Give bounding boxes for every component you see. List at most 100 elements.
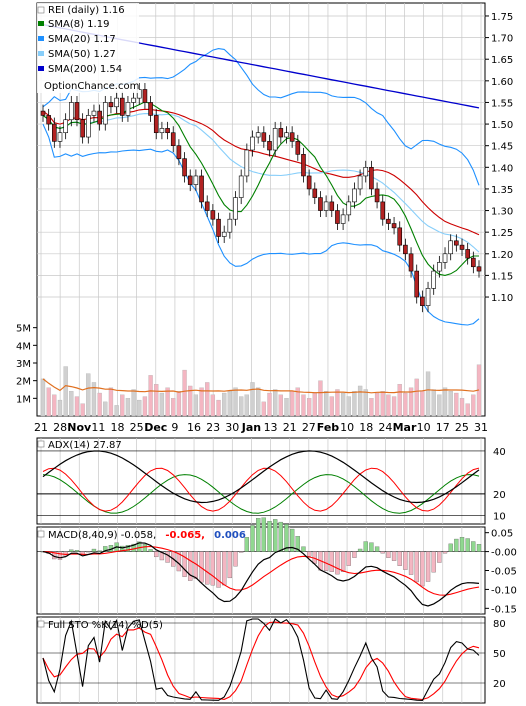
macd-hist-bar xyxy=(369,542,374,552)
candle-body xyxy=(352,188,357,203)
candle-body xyxy=(187,175,193,185)
volume-bar xyxy=(459,398,465,417)
candle-body xyxy=(199,175,204,203)
macd-hist-bar xyxy=(442,551,448,554)
candle-body xyxy=(63,119,68,134)
volume-bar xyxy=(142,396,148,417)
candle-body xyxy=(476,266,482,272)
volume-bar xyxy=(448,391,453,417)
stochastic-lines xyxy=(42,618,480,701)
price-tick-label: 1.20 xyxy=(491,250,513,261)
macd-hist-bar xyxy=(227,551,233,579)
volume-bar xyxy=(205,382,210,417)
macd-hist-bar xyxy=(57,551,63,560)
adx-tick-label: 10 xyxy=(493,511,506,522)
volume-bar xyxy=(80,403,85,417)
candle-body xyxy=(97,110,102,125)
candle-body xyxy=(357,175,363,190)
volume-bar xyxy=(403,392,408,417)
sma8-line xyxy=(42,101,479,276)
candle-body xyxy=(176,145,182,159)
volume-bar xyxy=(210,394,216,417)
candle-body xyxy=(437,262,442,272)
date-tick-label: 13 xyxy=(264,421,278,434)
candle-body xyxy=(431,270,437,289)
date-tick-label: 9 xyxy=(171,421,178,434)
volume-bar xyxy=(397,384,402,417)
plus-di-line xyxy=(42,467,480,512)
macd-hist-bar xyxy=(131,543,136,552)
candle-body xyxy=(250,136,255,151)
candle-body xyxy=(408,253,414,272)
volume-bar xyxy=(120,394,125,417)
legend-label-sma20: SMA(20) 1.17 xyxy=(48,34,116,45)
volume-bar xyxy=(108,387,114,417)
legend-swatch-sma8 xyxy=(38,21,44,26)
price-tick-label: 1.75 xyxy=(491,12,513,23)
adx-line xyxy=(42,450,480,504)
volume-bar xyxy=(284,398,289,417)
volume-bar xyxy=(182,369,187,417)
volume-bar xyxy=(97,392,102,417)
macd-hist-bar xyxy=(363,541,368,552)
candle-body xyxy=(148,102,153,116)
macd-hist-bar xyxy=(137,541,142,552)
volume-bar xyxy=(301,394,306,417)
macd-tick-label: -0.10 xyxy=(491,585,517,596)
candle-body xyxy=(233,197,238,220)
macd-hist-bar xyxy=(408,551,414,575)
candle-body xyxy=(465,249,470,259)
date-tick-label: Dec xyxy=(144,421,167,434)
legend-swatch-sma20 xyxy=(38,36,44,41)
macd-hist-bar xyxy=(216,551,221,588)
volume-bar xyxy=(188,385,193,417)
macd-hist-bar xyxy=(301,546,306,552)
candle-body xyxy=(301,154,306,177)
sto-legend: Full STO %K(14) %D(5) xyxy=(37,620,163,631)
macd-hist-bar xyxy=(471,541,476,552)
macd-value: MACD(8,40,9) -0.058, xyxy=(48,530,156,541)
macd-hist-bar xyxy=(420,551,425,587)
macd-hist-bar xyxy=(86,551,91,553)
volume-bar xyxy=(352,391,357,417)
volume-bar xyxy=(278,394,283,417)
price-tick-label: 1.35 xyxy=(491,185,513,196)
adx-legend: ADX(14) 27.87 xyxy=(37,440,122,451)
date-tick-label: 28 xyxy=(53,421,67,434)
date-tick-label: 24 xyxy=(378,421,392,434)
price-legend: REI (daily) 1.16 SMA(8) 1.19 SMA(20) 1.1… xyxy=(37,3,139,93)
candle-body xyxy=(278,128,284,138)
candle-body xyxy=(114,97,119,108)
volume-bar xyxy=(154,384,159,417)
volume-bar xyxy=(125,398,131,417)
legend-label-rei: REI (daily) 1.16 xyxy=(48,5,125,16)
price-candles xyxy=(40,82,482,313)
macd-hist-bar xyxy=(74,550,80,552)
pane-frame-adx xyxy=(36,437,486,525)
volume-bar xyxy=(318,380,323,417)
macd-hist-bar xyxy=(403,551,408,570)
price-axis-ticks: 1.10 1.15 1.20 1.25 1.30 1.35 1.40 1.45 1.50 1.55… xyxy=(485,12,513,304)
candle-body xyxy=(244,149,250,177)
watermark: OptionChance.com xyxy=(44,81,139,92)
legend-swatch-sma50 xyxy=(38,51,44,56)
volume-bar xyxy=(437,394,442,417)
candle-body xyxy=(403,244,408,255)
candle-body xyxy=(74,102,80,121)
volume-tick-label: 2M xyxy=(16,377,31,388)
volume-bar xyxy=(171,398,176,417)
price-tick-label: 1.60 xyxy=(491,77,513,88)
candle-body xyxy=(448,240,453,255)
macd-hist-bar xyxy=(273,519,278,552)
macd-line xyxy=(42,542,480,607)
candle-body xyxy=(312,188,318,198)
volume-average-line xyxy=(42,378,480,394)
macd-hist-bar xyxy=(233,551,238,567)
adx-tick-label: 20 xyxy=(493,490,506,501)
date-tick-label: 27 xyxy=(302,421,316,434)
volume-bar xyxy=(244,394,249,417)
volume-bar xyxy=(86,373,91,417)
date-tick-label: 10 xyxy=(340,421,354,434)
candle-body xyxy=(170,132,176,146)
candle-body xyxy=(216,218,221,237)
